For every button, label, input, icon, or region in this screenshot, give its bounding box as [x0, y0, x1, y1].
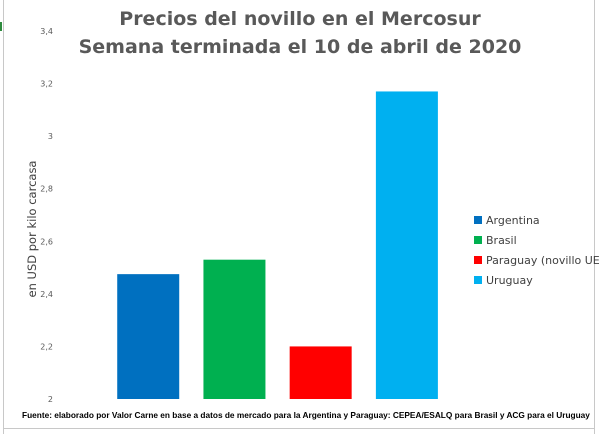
legend-item: Uruguay: [474, 270, 600, 290]
y-tick-label: 3: [48, 132, 53, 141]
chart-title: Precios del novillo en el Mercosur: [119, 8, 481, 30]
y-tick-label: 3,2: [40, 80, 53, 89]
y-tick-label: 2,2: [40, 342, 53, 351]
y-tick-label: 2,6: [40, 237, 53, 246]
source-footnote: Fuente: elaborado por Valor Carne en bas…: [22, 410, 590, 420]
chart-subtitle: Semana terminada el 10 de abril de 2020: [78, 36, 522, 58]
legend-label: Argentina: [486, 213, 540, 227]
legend-item: Brasil: [474, 230, 600, 250]
right-border: [594, 0, 595, 434]
legend-item: Argentina: [474, 210, 600, 230]
y-tick-label: 3,4: [40, 27, 53, 36]
bar-uruguay: [375, 91, 438, 399]
cell-marker: [0, 22, 2, 31]
legend-swatch: [474, 236, 482, 244]
legend-label: Paraguay (novillo UE): [486, 253, 600, 267]
legend-swatch: [474, 276, 482, 284]
bar-argentina: [117, 274, 180, 399]
legend-label: Uruguay: [486, 273, 533, 287]
bar-paraguay: [289, 346, 352, 399]
bar-brasil: [203, 259, 266, 399]
y-tick-label: 2,8: [40, 185, 53, 194]
left-border: [3, 0, 4, 434]
y-tick-label: 2: [48, 395, 53, 404]
y-tick-label: 2,4: [40, 290, 53, 299]
legend-label: Brasil: [486, 233, 517, 247]
legend-swatch: [474, 256, 482, 264]
legend-item: Paraguay (novillo UE): [474, 250, 600, 270]
bottom-border: [3, 428, 595, 429]
legend: Argentina Brasil Paraguay (novillo UE) Urug…: [474, 210, 600, 290]
legend-swatch: [474, 216, 482, 224]
